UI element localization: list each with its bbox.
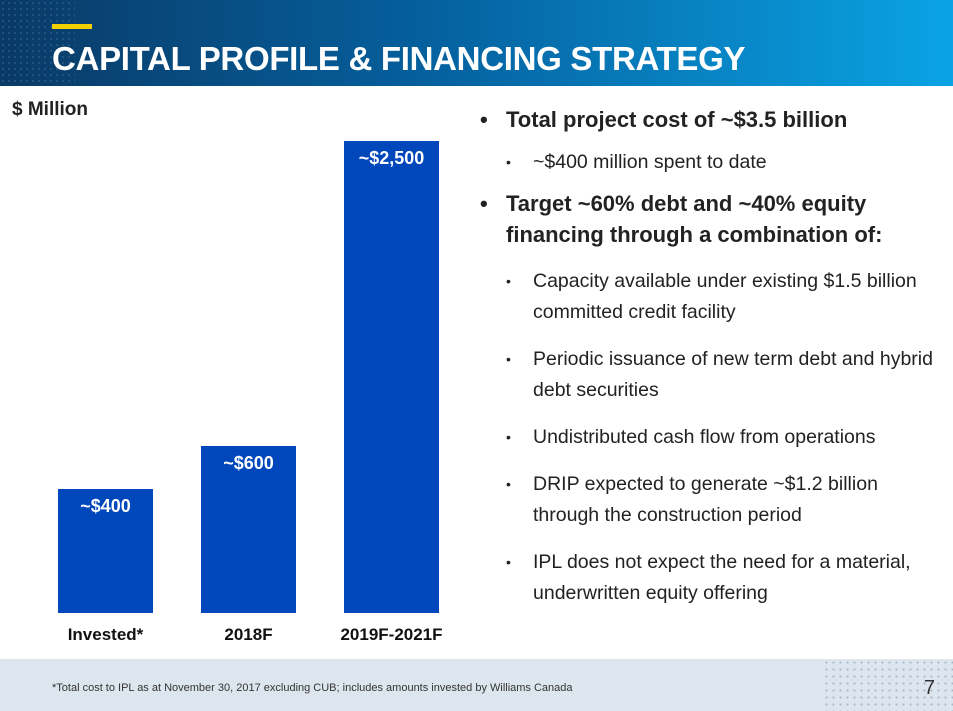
- page-number: 7: [923, 677, 935, 699]
- category-label: 2019F-2021F: [340, 625, 443, 644]
- accent-bar: [52, 24, 92, 29]
- data-label: ~$400: [80, 496, 131, 517]
- sub-bullet: Capacity available under existing $1.5 b…: [478, 266, 948, 328]
- bar-2: [344, 141, 439, 613]
- dot-pattern: [0, 0, 75, 86]
- data-label: ~$600: [223, 453, 274, 474]
- sub-bullet: Periodic issuance of new term debt and h…: [478, 344, 948, 406]
- sub-bullet: IPL does not expect the need for a mater…: [478, 547, 948, 609]
- footer: *Total cost to IPL as at November 30, 20…: [0, 659, 953, 711]
- sub-bullet: Undistributed cash flow from operations: [478, 422, 948, 453]
- category-label: 2018F: [224, 625, 273, 644]
- slide-title: CAPITAL PROFILE & FINANCING STRATEGY: [52, 40, 746, 77]
- sub-bullet: DRIP expected to generate ~$1.2 billion …: [478, 469, 948, 531]
- bullet: Total project cost of ~$3.5 billion: [478, 104, 948, 135]
- dot-pattern: [823, 659, 953, 711]
- slide-header: CAPITAL PROFILE & FINANCING STRATEGY: [0, 0, 953, 86]
- bar-0: [58, 489, 153, 613]
- bullet-list: Total project cost of ~$3.5 billion ~$40…: [478, 104, 948, 625]
- category-label: Invested*: [67, 625, 144, 644]
- y-axis-label: $ Million: [12, 99, 88, 120]
- bullet: Target ~60% debt and ~40% equity financi…: [478, 188, 948, 250]
- sub-bullet: ~$400 million spent to date: [478, 147, 948, 178]
- bar-1: [201, 446, 296, 613]
- footnote: *Total cost to IPL as at November 30, 20…: [52, 682, 573, 694]
- data-label: ~$2,500: [358, 148, 425, 168]
